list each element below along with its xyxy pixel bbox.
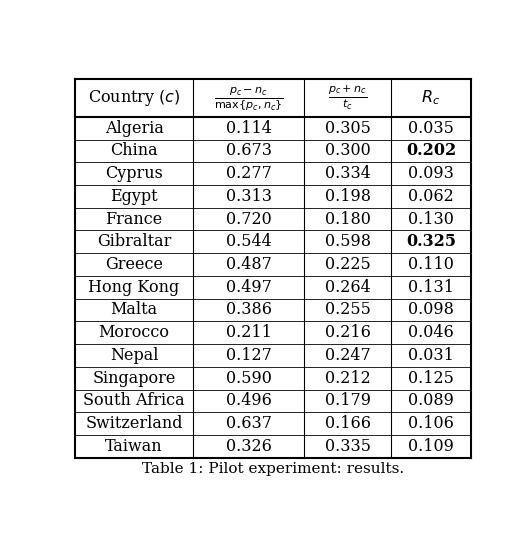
Text: 0.225: 0.225 [325,256,371,273]
Text: 0.313: 0.313 [226,188,272,205]
Text: 0.179: 0.179 [325,393,371,409]
Text: 0.247: 0.247 [325,347,371,364]
Text: $R_c$: $R_c$ [421,89,440,107]
Text: China: China [110,143,158,159]
Text: 0.166: 0.166 [325,415,371,432]
Text: 0.590: 0.590 [226,370,272,387]
Text: 0.035: 0.035 [408,120,454,137]
Text: 0.325: 0.325 [406,233,456,251]
Text: 0.216: 0.216 [325,324,371,341]
Text: 0.326: 0.326 [226,438,272,455]
Text: 0.496: 0.496 [226,393,272,409]
Text: 0.637: 0.637 [226,415,272,432]
Text: 0.673: 0.673 [226,143,272,159]
Text: 0.180: 0.180 [325,211,371,227]
Text: 0.202: 0.202 [406,143,456,159]
Text: 0.720: 0.720 [226,211,272,227]
Text: Switzerland: Switzerland [85,415,183,432]
Text: $\frac{p_c+n_c}{t_c}$: $\frac{p_c+n_c}{t_c}$ [328,84,368,112]
Text: 0.212: 0.212 [325,370,371,387]
Text: 0.093: 0.093 [408,165,454,182]
Text: 0.497: 0.497 [226,279,272,296]
Text: 0.046: 0.046 [408,324,454,341]
Text: Gibraltar: Gibraltar [97,233,171,251]
Text: 0.031: 0.031 [408,347,454,364]
Text: 0.598: 0.598 [325,233,371,251]
Text: 0.264: 0.264 [325,279,371,296]
Text: 0.487: 0.487 [226,256,272,273]
Text: 0.335: 0.335 [325,438,371,455]
Text: 0.544: 0.544 [226,233,272,251]
Text: 0.131: 0.131 [408,279,454,296]
Text: 0.114: 0.114 [226,120,272,137]
Text: 0.277: 0.277 [226,165,272,182]
Text: Malta: Malta [111,301,157,319]
Text: 0.089: 0.089 [408,393,454,409]
Text: 0.198: 0.198 [325,188,371,205]
Text: 0.305: 0.305 [325,120,371,137]
Text: 0.127: 0.127 [226,347,272,364]
Text: Singapore: Singapore [93,370,176,387]
Text: Greece: Greece [105,256,163,273]
Text: Country $(c)$: Country $(c)$ [88,88,180,108]
Text: Algeria: Algeria [105,120,163,137]
Text: 0.106: 0.106 [408,415,454,432]
Text: Cyprus: Cyprus [105,165,163,182]
Text: Taiwan: Taiwan [105,438,163,455]
Text: Table 1: Pilot experiment: results.: Table 1: Pilot experiment: results. [142,462,404,476]
Text: 0.109: 0.109 [408,438,454,455]
Text: $\frac{p_c-n_c}{\max\{p_c,n_c\}}$: $\frac{p_c-n_c}{\max\{p_c,n_c\}}$ [214,85,284,112]
Text: Morocco: Morocco [98,324,170,341]
Text: 0.334: 0.334 [325,165,371,182]
Text: 0.130: 0.130 [408,211,454,227]
Text: 0.098: 0.098 [408,301,454,319]
Text: 0.386: 0.386 [226,301,272,319]
Text: 0.062: 0.062 [408,188,454,205]
Text: South Africa: South Africa [84,393,185,409]
Text: 0.110: 0.110 [408,256,454,273]
Text: 0.125: 0.125 [408,370,454,387]
Text: Egypt: Egypt [110,188,158,205]
Text: Hong Kong: Hong Kong [88,279,180,296]
Text: 0.211: 0.211 [226,324,272,341]
Text: 0.300: 0.300 [325,143,371,159]
Text: Nepal: Nepal [110,347,159,364]
Text: France: France [105,211,163,227]
Text: 0.255: 0.255 [325,301,371,319]
